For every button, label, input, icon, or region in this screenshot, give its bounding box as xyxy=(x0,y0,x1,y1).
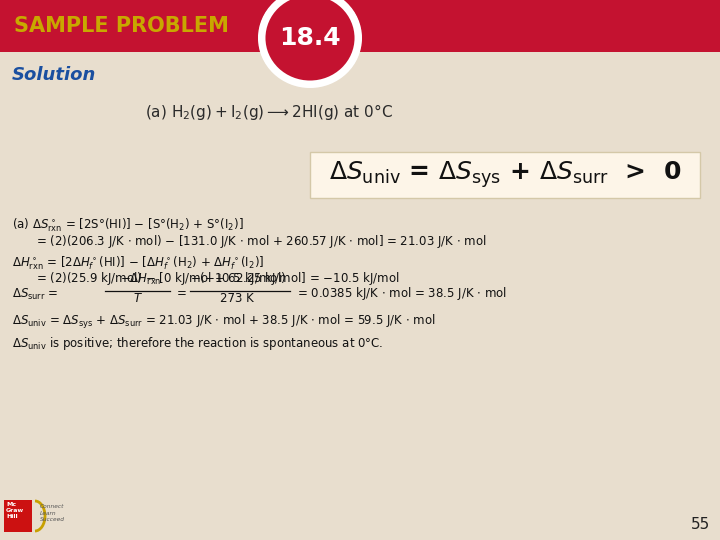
Text: $-\Delta H_\mathrm{rxn}$: $-\Delta H_\mathrm{rxn}$ xyxy=(120,272,161,287)
Bar xyxy=(0,0,720,52)
Text: Mc
Graw
Hill: Mc Graw Hill xyxy=(6,502,24,519)
Text: Connect
Learn
Succeed: Connect Learn Succeed xyxy=(40,504,65,522)
Text: 273 K: 273 K xyxy=(220,292,253,305)
Text: $\Delta H^\circ_\mathrm{rxn}$ = [2$\Delta H^\circ_f$(HI)] $-$ [$\Delta H^\circ_f: $\Delta H^\circ_\mathrm{rxn}$ = [2$\Delt… xyxy=(12,254,264,272)
Text: =: = xyxy=(177,287,187,300)
Text: $\Delta S_\mathrm{surr}$ =: $\Delta S_\mathrm{surr}$ = xyxy=(12,286,58,301)
Text: = (2)(206.3 J/K $\cdot$ mol) $-$ [131.0 J/K $\cdot$ mol + 260.57 J/K $\cdot$ mol: = (2)(206.3 J/K $\cdot$ mol) $-$ [131.0 … xyxy=(36,233,487,250)
Text: $-(-10.5$ kJ/mol$)$: $-(-10.5$ kJ/mol$)$ xyxy=(190,270,286,287)
Ellipse shape xyxy=(258,0,362,88)
Text: SAMPLE PROBLEM: SAMPLE PROBLEM xyxy=(14,16,229,36)
Text: 18.4: 18.4 xyxy=(279,26,341,50)
Text: (a) $\Delta S^\circ_\mathrm{rxn}$ = [2S°(HI)] $-$ [S°(H$_2$) + S°(I$_2$)]: (a) $\Delta S^\circ_\mathrm{rxn}$ = [2S°… xyxy=(12,217,243,234)
Bar xyxy=(4,500,32,532)
Ellipse shape xyxy=(262,0,358,84)
Text: = 0.0385 kJ/K $\cdot$ mol = 38.5 J/K $\cdot$ mol: = 0.0385 kJ/K $\cdot$ mol = 38.5 J/K $\c… xyxy=(297,286,507,302)
Text: $\Delta S_\mathrm{univ}$ = $\Delta S_\mathrm{sys}$ + $\Delta S_\mathrm{surr}$ = : $\Delta S_\mathrm{univ}$ = $\Delta S_\ma… xyxy=(12,313,436,331)
Text: $\Delta S_\mathrm{univ}$ is positive; therefore the reaction is spontaneous at 0: $\Delta S_\mathrm{univ}$ is positive; th… xyxy=(12,335,384,352)
Text: $\Delta S_\mathrm{univ}$ = $\Delta S_\mathrm{sys}$ + $\Delta S_\mathrm{surr}$  >: $\Delta S_\mathrm{univ}$ = $\Delta S_\ma… xyxy=(329,160,681,191)
Text: 55: 55 xyxy=(690,517,710,532)
Text: = (2)(25.9 kJ/mol) $-$ [0 kJ/mol + 62.25 kJ/mol] = $-$10.5 kJ/mol: = (2)(25.9 kJ/mol) $-$ [0 kJ/mol + 62.25… xyxy=(36,270,400,287)
Text: $T$: $T$ xyxy=(133,292,143,305)
Text: (a) $\mathregular{H_2(g) + I_2(g) \longrightarrow 2HI(g)}$ at 0°C: (a) $\mathregular{H_2(g) + I_2(g) \longr… xyxy=(145,102,393,122)
Bar xyxy=(310,152,700,198)
Text: Solution: Solution xyxy=(12,66,96,84)
